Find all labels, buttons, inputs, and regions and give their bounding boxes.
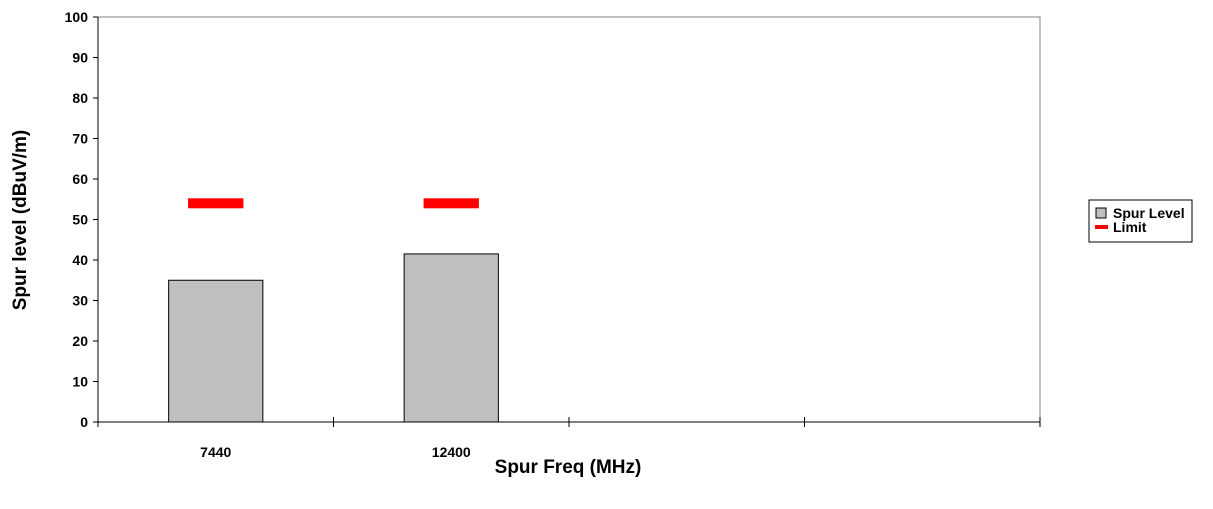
limit-marker (423, 198, 479, 209)
limit-marker (188, 198, 244, 209)
y-tick-label: 100 (65, 9, 89, 25)
y-axis-title: Spur level (dBuV/m) (10, 130, 31, 311)
x-tick-labels: 7440 12400 (200, 444, 471, 460)
y-tick-label: 90 (72, 50, 88, 66)
bars-layer (168, 253, 499, 423)
y-tick-label: 0 (80, 414, 88, 430)
y-tick-label: 20 (72, 333, 88, 349)
y-tick-label: 10 (72, 374, 88, 390)
legend-swatch-limit (1095, 225, 1108, 229)
y-tick-label: 80 (72, 90, 88, 106)
y-tick-label: 30 (72, 293, 88, 309)
legend-label-spur-level: Spur Level (1113, 205, 1185, 221)
legend-box (1088, 199, 1193, 243)
y-tick-label: 60 (72, 171, 88, 187)
bar-spur-level (168, 279, 264, 423)
legend: Spur Level Limit (1088, 199, 1193, 243)
x-tick-label: 7440 (200, 444, 231, 460)
y-tick-label: 40 (72, 252, 88, 268)
legend-swatch-spur-level (1095, 207, 1107, 219)
bar-spur-level (403, 253, 499, 423)
y-tick-label: 70 (72, 131, 88, 147)
limit-markers-layer (188, 198, 479, 209)
axes-layer (93, 16, 1041, 427)
y-tick-label: 50 (72, 212, 88, 228)
y-tick-labels: 0 10 20 30 40 50 60 70 80 90 100 (65, 9, 89, 430)
x-tick-label: 12400 (432, 444, 471, 460)
legend-label-limit: Limit (1113, 219, 1147, 235)
x-axis-title: Spur Freq (MHz) (495, 457, 642, 478)
